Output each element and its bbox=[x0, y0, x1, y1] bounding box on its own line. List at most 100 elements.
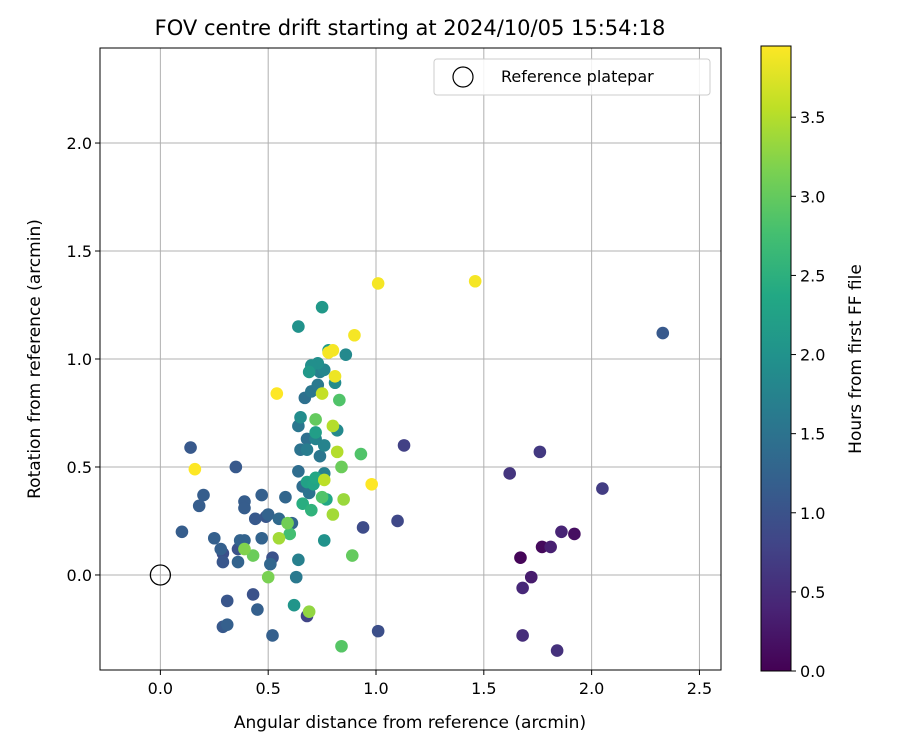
data-point bbox=[238, 534, 251, 547]
y-tick-label: 1.0 bbox=[67, 350, 92, 369]
x-tick-label: 1.0 bbox=[363, 679, 388, 698]
x-tick-label: 2.0 bbox=[579, 679, 604, 698]
data-point bbox=[516, 629, 529, 642]
data-point bbox=[348, 328, 361, 342]
data-point bbox=[516, 581, 529, 595]
data-point bbox=[300, 443, 314, 457]
x-tick-label: 1.5 bbox=[471, 679, 496, 698]
colorbar-label: Hours from first FF file bbox=[846, 264, 866, 454]
data-point bbox=[535, 540, 549, 554]
data-point bbox=[568, 527, 581, 541]
data-point bbox=[356, 521, 370, 534]
data-point bbox=[261, 508, 275, 521]
colorbar-ticks: 0.0 0.5 1.0 1.5 2.0 2.5 3.0 3.5 bbox=[791, 108, 825, 681]
colorbar-tick-label: 1.5 bbox=[800, 425, 825, 444]
legend-marker-icon bbox=[452, 66, 474, 88]
data-point bbox=[330, 445, 344, 459]
data-point bbox=[345, 549, 359, 562]
data-point bbox=[287, 598, 301, 612]
data-point bbox=[333, 393, 346, 407]
data-point bbox=[317, 439, 331, 452]
x-tick-label: 0.5 bbox=[255, 679, 280, 698]
data-point bbox=[555, 525, 568, 539]
data-point bbox=[188, 462, 202, 476]
data-point bbox=[524, 570, 538, 584]
data-point bbox=[261, 570, 275, 584]
data-point bbox=[305, 503, 318, 517]
data-point bbox=[550, 644, 564, 657]
data-point bbox=[214, 542, 228, 556]
y-tick-label: 2.0 bbox=[67, 134, 92, 153]
data-point bbox=[339, 348, 353, 361]
data-point bbox=[544, 540, 557, 554]
data-point bbox=[302, 365, 316, 379]
y-axis-ticks: 0.0 0.5 1.0 1.5 2.0 bbox=[67, 134, 100, 585]
x-axis-ticks: 0.0 0.5 1.0 1.5 2.0 2.5 bbox=[148, 670, 712, 698]
data-point bbox=[292, 320, 305, 333]
data-point bbox=[238, 542, 251, 556]
data-point bbox=[315, 387, 329, 400]
colorbar-tick-label: 0.5 bbox=[800, 583, 825, 602]
data-point bbox=[279, 490, 292, 504]
data-point bbox=[326, 419, 340, 433]
data-point bbox=[397, 439, 411, 452]
data-point bbox=[296, 497, 309, 511]
data-point bbox=[248, 512, 262, 526]
data-point bbox=[251, 603, 264, 616]
y-tick-label: 0.5 bbox=[67, 458, 92, 477]
data-point bbox=[292, 465, 305, 478]
data-point bbox=[229, 460, 243, 474]
data-point bbox=[514, 551, 527, 564]
data-point bbox=[354, 447, 368, 461]
data-point bbox=[371, 277, 385, 290]
data-point bbox=[292, 553, 305, 567]
reference-point-marker bbox=[149, 564, 172, 586]
data-point bbox=[246, 588, 260, 601]
data-point bbox=[255, 488, 269, 502]
data-point bbox=[220, 618, 234, 631]
data-point bbox=[371, 624, 385, 638]
data-point bbox=[302, 605, 316, 618]
data-point bbox=[264, 557, 277, 571]
data-point bbox=[328, 369, 342, 383]
y-tick-label: 1.5 bbox=[67, 242, 92, 261]
colorbar: 0.0 0.5 1.0 1.5 2.0 2.5 3.0 3.5 Hours from firs… bbox=[760, 45, 866, 681]
data-point bbox=[231, 555, 245, 569]
data-point bbox=[315, 490, 329, 504]
data-point bbox=[207, 531, 221, 545]
colorbar-tick-label: 3.0 bbox=[800, 187, 825, 206]
data-point bbox=[246, 549, 260, 562]
legend-box bbox=[433, 58, 711, 96]
data-point bbox=[192, 499, 206, 513]
colorbar-tick-label: 0.0 bbox=[800, 662, 825, 681]
data-points bbox=[175, 274, 670, 657]
colorbar-tick-label: 1.0 bbox=[800, 504, 825, 523]
data-point bbox=[315, 300, 329, 314]
data-point bbox=[255, 531, 269, 545]
x-tick-label: 2.5 bbox=[687, 679, 712, 698]
colorbar-tick-label: 2.5 bbox=[800, 266, 825, 285]
y-axis-label: Rotation from reference (arcmin) bbox=[25, 219, 45, 499]
data-point bbox=[175, 525, 189, 539]
data-point bbox=[596, 482, 609, 495]
data-point bbox=[337, 493, 350, 506]
data-point bbox=[270, 387, 284, 400]
data-point bbox=[468, 274, 482, 288]
data-point bbox=[391, 514, 404, 528]
legend-label: Reference platepar bbox=[501, 67, 654, 86]
data-point bbox=[322, 346, 335, 359]
colorbar-gradient bbox=[760, 45, 792, 672]
colorbar-tick-label: 2.0 bbox=[800, 346, 825, 365]
legend: Reference platepar bbox=[433, 58, 711, 96]
data-point bbox=[309, 413, 322, 426]
data-point bbox=[313, 449, 327, 463]
data-point bbox=[266, 629, 279, 642]
data-point bbox=[326, 508, 340, 521]
grid-lines bbox=[100, 48, 721, 670]
colorbar-tick-label: 3.5 bbox=[800, 108, 825, 127]
data-point bbox=[294, 411, 307, 424]
data-point bbox=[317, 473, 331, 487]
data-point bbox=[184, 441, 197, 454]
data-point bbox=[656, 326, 670, 340]
